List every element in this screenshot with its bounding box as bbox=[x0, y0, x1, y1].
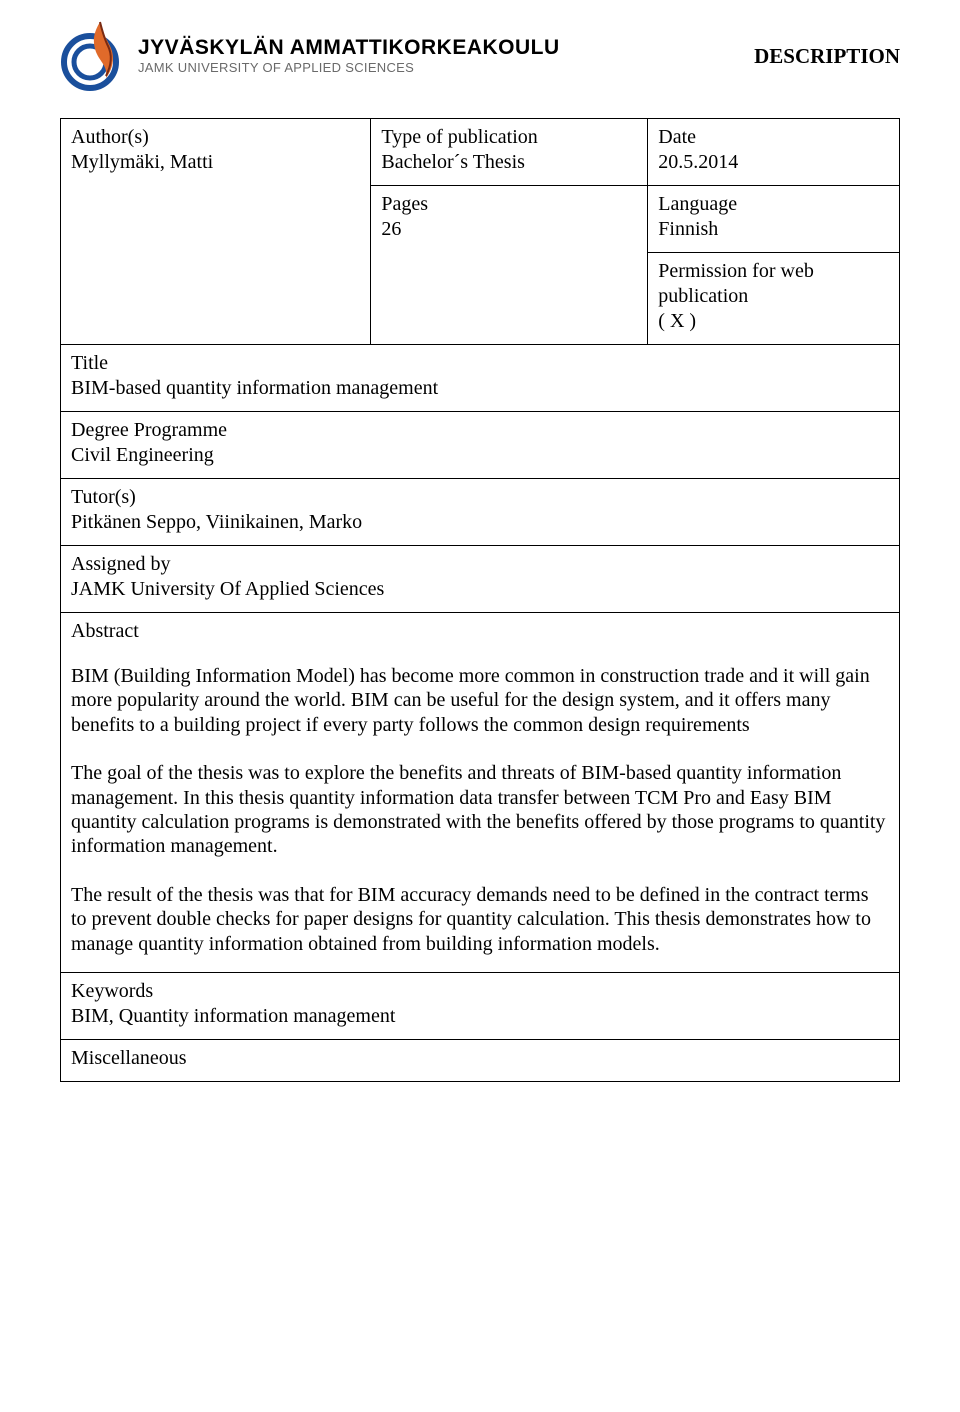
cell-language: Language Finnish bbox=[648, 186, 900, 253]
cell-date: Date 20.5.2014 bbox=[648, 119, 900, 186]
cell-keywords: Keywords BIM, Quantity information manag… bbox=[61, 972, 900, 1039]
logo-block: JYVÄSKYLÄN AMMATTIKORKEAKOULU JAMK UNIVE… bbox=[60, 18, 560, 94]
page-heading: DESCRIPTION bbox=[754, 44, 900, 69]
cell-degree-programme: Degree Programme Civil Engineering bbox=[61, 412, 900, 479]
cell-miscellaneous: Miscellaneous bbox=[61, 1039, 900, 1081]
degree-programme-value: Civil Engineering bbox=[71, 444, 214, 466]
abstract-body: BIM (Building Information Model) has bec… bbox=[71, 664, 889, 956]
tutors-value: Pitkänen Seppo, Viinikainen, Marko bbox=[71, 511, 362, 533]
tutors-label: Tutor(s) bbox=[71, 485, 889, 510]
language-label: Language bbox=[658, 192, 889, 217]
type-of-publication-value: Bachelor´s Thesis bbox=[381, 151, 525, 173]
assigned-by-label: Assigned by bbox=[71, 552, 889, 577]
assigned-by-value: JAMK University Of Applied Sciences bbox=[71, 578, 384, 600]
permission-label-line2: publication bbox=[658, 284, 889, 309]
date-value: 20.5.2014 bbox=[658, 151, 738, 173]
cell-tutors: Tutor(s) Pitkänen Seppo, Viinikainen, Ma… bbox=[61, 479, 900, 546]
language-value: Finnish bbox=[658, 218, 718, 240]
abstract-label: Abstract bbox=[71, 619, 889, 644]
abstract-paragraph-3: The result of the thesis was that for BI… bbox=[71, 883, 889, 956]
miscellaneous-label: Miscellaneous bbox=[71, 1046, 889, 1071]
authors-label: Author(s) bbox=[71, 125, 360, 150]
page: JYVÄSKYLÄN AMMATTIKORKEAKOULU JAMK UNIVE… bbox=[0, 0, 960, 1122]
logo-name-en: JAMK UNIVERSITY OF APPLIED SCIENCES bbox=[138, 61, 560, 75]
cell-permission: Permission for web publication ( X ) bbox=[648, 253, 900, 345]
cell-authors: Author(s) Myllymäki, Matti bbox=[61, 119, 371, 345]
permission-label-line1: Permission for web bbox=[658, 259, 889, 284]
cell-title: Title BIM-based quantity information man… bbox=[61, 345, 900, 412]
pages-label: Pages bbox=[381, 192, 637, 217]
type-of-publication-label: Type of publication bbox=[381, 125, 637, 150]
degree-programme-label: Degree Programme bbox=[71, 418, 889, 443]
title-value: BIM-based quantity information managemen… bbox=[71, 377, 438, 399]
header-row: JYVÄSKYLÄN AMMATTIKORKEAKOULU JAMK UNIVE… bbox=[60, 18, 900, 94]
keywords-label: Keywords bbox=[71, 979, 889, 1004]
cell-abstract: Abstract BIM (Building Information Model… bbox=[61, 613, 900, 973]
permission-value: ( X ) bbox=[658, 310, 696, 332]
logo-name-fi: JYVÄSKYLÄN AMMATTIKORKEAKOULU bbox=[138, 37, 560, 59]
authors-value: Myllymäki, Matti bbox=[71, 151, 213, 173]
pages-value: 26 bbox=[381, 218, 401, 240]
logo-text: JYVÄSKYLÄN AMMATTIKORKEAKOULU JAMK UNIVE… bbox=[138, 37, 560, 75]
abstract-paragraph-1: BIM (Building Information Model) has bec… bbox=[71, 664, 889, 737]
abstract-paragraph-2: The goal of the thesis was to explore th… bbox=[71, 761, 889, 859]
jamk-logo-icon bbox=[60, 18, 128, 94]
cell-pages: Pages 26 bbox=[371, 186, 648, 345]
title-label: Title bbox=[71, 351, 889, 376]
keywords-value: BIM, Quantity information management bbox=[71, 1005, 395, 1027]
date-label: Date bbox=[658, 125, 889, 150]
description-table: Author(s) Myllymäki, Matti Type of publi… bbox=[60, 118, 900, 1082]
cell-assigned-by: Assigned by JAMK University Of Applied S… bbox=[61, 546, 900, 613]
cell-type-of-publication: Type of publication Bachelor´s Thesis bbox=[371, 119, 648, 186]
